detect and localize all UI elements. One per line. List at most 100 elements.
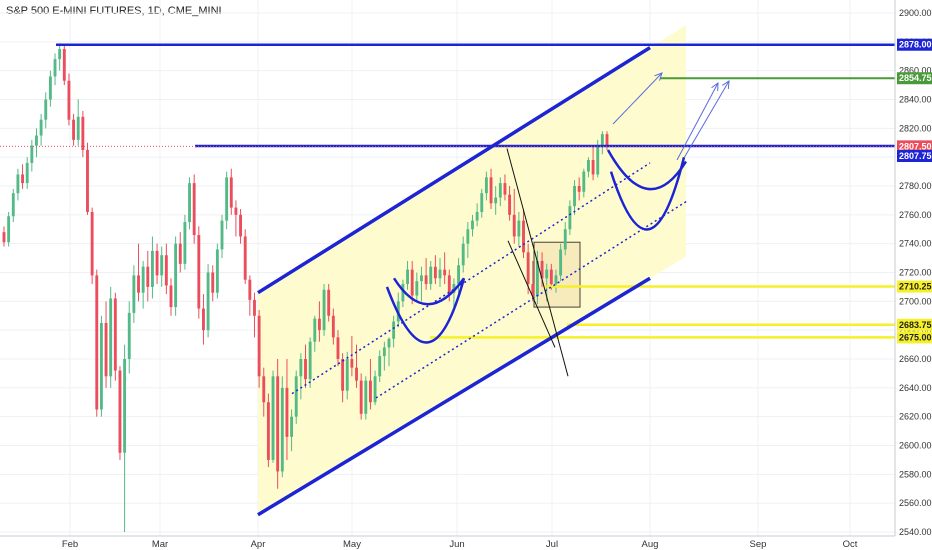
candle-body[interactable]	[183, 222, 187, 264]
candle-body[interactable]	[313, 318, 317, 342]
candle-body[interactable]	[392, 321, 396, 339]
candle-body[interactable]	[382, 347, 386, 357]
candle-body[interactable]	[573, 186, 576, 207]
projection-arrow-2[interactable]	[676, 82, 719, 161]
candle-body[interactable]	[438, 269, 442, 279]
candle-body[interactable]	[234, 207, 238, 215]
candle-body[interactable]	[350, 359, 354, 368]
candle-body[interactable]	[192, 183, 196, 236]
candle-body[interactable]	[123, 359, 127, 453]
candle-body[interactable]	[53, 59, 57, 77]
candle-body[interactable]	[188, 183, 191, 223]
candle-body[interactable]	[554, 275, 558, 285]
candle-body[interactable]	[559, 249, 563, 276]
candle-body[interactable]	[378, 356, 382, 377]
candle-body[interactable]	[7, 216, 11, 243]
candle-body[interactable]	[174, 243, 178, 308]
candle-body[interactable]	[11, 193, 15, 217]
projection-arrow-1[interactable]	[612, 72, 663, 125]
candle-body[interactable]	[420, 275, 423, 282]
candle-body[interactable]	[58, 49, 62, 60]
candle-body[interactable]	[294, 376, 298, 417]
candle-body[interactable]	[30, 145, 34, 163]
candle-body[interactable]	[220, 220, 224, 250]
candle-body[interactable]	[229, 177, 233, 208]
candle-body[interactable]	[39, 119, 43, 136]
candle-body[interactable]	[211, 272, 215, 293]
candle-body[interactable]	[243, 236, 247, 280]
candle-body[interactable]	[25, 162, 29, 184]
candle-body[interactable]	[406, 269, 409, 285]
candle-body[interactable]	[494, 197, 498, 204]
candle-body[interactable]	[197, 235, 201, 309]
candle-body[interactable]	[415, 281, 419, 296]
candle-body[interactable]	[141, 266, 145, 293]
candle-body[interactable]	[137, 275, 140, 293]
candle-body[interactable]	[531, 284, 535, 296]
candle-body[interactable]	[202, 308, 205, 331]
candle-body[interactable]	[582, 171, 586, 192]
candle-body[interactable]	[160, 255, 164, 276]
candle-body[interactable]	[109, 298, 113, 377]
candle-body[interactable]	[587, 160, 590, 172]
candle-body[interactable]	[508, 194, 512, 215]
candle-body[interactable]	[443, 269, 447, 276]
candle-body[interactable]	[99, 322, 103, 410]
candle-body[interactable]	[429, 266, 433, 285]
candle-body[interactable]	[67, 80, 71, 120]
candle-body[interactable]	[563, 229, 567, 250]
candle-body[interactable]	[498, 183, 502, 198]
candle-body[interactable]	[447, 275, 451, 293]
candle-body[interactable]	[457, 265, 461, 285]
candle-body[interactable]	[90, 211, 94, 276]
candle-body[interactable]	[271, 376, 275, 460]
candle-body[interactable]	[317, 318, 321, 331]
candle-body[interactable]	[72, 119, 76, 140]
candle-body[interactable]	[48, 76, 52, 100]
candle-body[interactable]	[113, 298, 117, 371]
candle-body[interactable]	[600, 134, 604, 146]
candle-body[interactable]	[364, 380, 368, 414]
candle-body[interactable]	[341, 359, 345, 391]
candle-body[interactable]	[16, 174, 20, 194]
candle-body[interactable]	[2, 232, 6, 243]
candle-body[interactable]	[596, 145, 600, 175]
candle-body[interactable]	[522, 220, 525, 253]
candle-body[interactable]	[76, 116, 80, 140]
candle-body[interactable]	[331, 315, 335, 338]
candle-body[interactable]	[81, 116, 85, 150]
candle-body[interactable]	[225, 177, 229, 221]
candle-body[interactable]	[178, 243, 182, 264]
candle-body[interactable]	[322, 289, 326, 331]
candle-body[interactable]	[373, 376, 377, 403]
candle-body[interactable]	[466, 229, 470, 244]
candle-body[interactable]	[150, 250, 154, 287]
candle-body[interactable]	[308, 341, 312, 380]
candle-body[interactable]	[95, 275, 99, 410]
candle-body[interactable]	[336, 337, 340, 359]
candle-body[interactable]	[44, 99, 48, 120]
channel-upper-line[interactable]	[257, 46, 651, 295]
candle-body[interactable]	[146, 266, 150, 287]
cup-arc-2[interactable]	[385, 277, 466, 344]
candle-body[interactable]	[577, 186, 581, 192]
candle-body[interactable]	[535, 260, 539, 296]
candle-body[interactable]	[155, 250, 159, 276]
projection-arrow-3[interactable]	[683, 80, 730, 159]
candle-body[interactable]	[591, 160, 595, 175]
candle-body[interactable]	[280, 387, 284, 472]
candle-body[interactable]	[169, 285, 173, 308]
channel-lower-line[interactable]	[257, 276, 651, 517]
candle-body[interactable]	[359, 380, 363, 414]
candle-body[interactable]	[475, 211, 479, 221]
candle-body[interactable]	[605, 134, 609, 146]
candle-body[interactable]	[285, 387, 289, 437]
candle-body[interactable]	[369, 380, 372, 403]
candle-body[interactable]	[276, 376, 280, 472]
candle-body[interactable]	[433, 266, 437, 279]
candle-body[interactable]	[327, 289, 331, 316]
candle-body[interactable]	[424, 275, 428, 285]
candle-body[interactable]	[549, 269, 553, 285]
candle-body[interactable]	[480, 193, 484, 212]
candle-body[interactable]	[517, 220, 521, 237]
